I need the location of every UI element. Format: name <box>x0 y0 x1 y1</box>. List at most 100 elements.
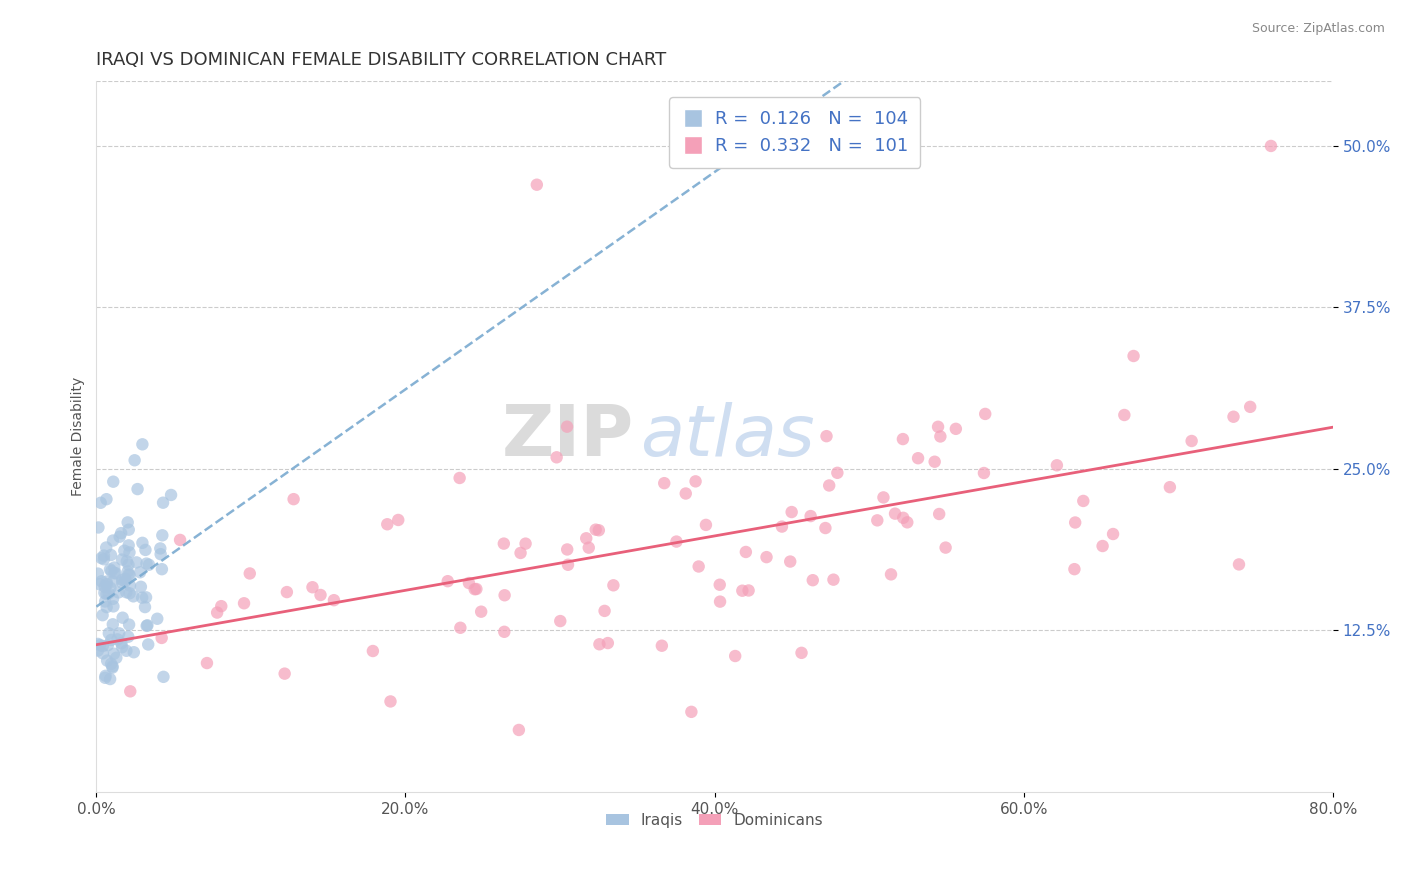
Point <box>111 575 134 590</box>
Point <box>494 588 516 602</box>
Point <box>118 523 141 537</box>
Point <box>90 574 112 589</box>
Point <box>87 520 110 534</box>
Point <box>98 672 121 686</box>
Point <box>110 526 132 541</box>
Point <box>118 617 141 632</box>
Point <box>111 610 134 624</box>
Point <box>131 437 153 451</box>
Point <box>239 566 262 581</box>
Point <box>101 617 124 632</box>
Text: atlas: atlas <box>640 402 815 471</box>
Point <box>103 560 125 574</box>
Point <box>111 552 134 566</box>
Point <box>101 659 124 673</box>
Point <box>458 576 481 591</box>
Text: Source: ZipAtlas.com: Source: ZipAtlas.com <box>1251 22 1385 36</box>
Point <box>731 583 754 598</box>
Point <box>97 626 120 640</box>
Point <box>470 605 492 619</box>
Point <box>436 574 458 589</box>
Point <box>515 536 537 550</box>
Point <box>135 591 157 605</box>
Point <box>129 580 152 594</box>
Point <box>96 541 118 555</box>
Point <box>465 582 488 596</box>
Point <box>602 578 624 592</box>
Text: IRAQI VS DOMINICAN FEMALE DISABILITY CORRELATION CHART: IRAQI VS DOMINICAN FEMALE DISABILITY COR… <box>97 51 666 69</box>
Point <box>555 542 578 557</box>
Point <box>117 630 139 644</box>
Point <box>891 432 914 446</box>
Point <box>1181 434 1204 448</box>
Point <box>120 684 142 698</box>
Point <box>136 638 159 652</box>
Point <box>907 451 929 466</box>
Point <box>103 647 125 661</box>
Point <box>585 523 607 537</box>
Point <box>124 453 146 467</box>
Point <box>169 533 191 547</box>
Point <box>118 545 141 559</box>
Point <box>818 478 841 492</box>
Point <box>160 488 183 502</box>
Point <box>122 645 145 659</box>
Point <box>100 657 122 671</box>
Point <box>492 536 515 550</box>
Point <box>104 566 127 581</box>
Point <box>107 585 129 599</box>
Point <box>94 669 117 683</box>
Point <box>770 519 793 533</box>
Point <box>675 486 697 500</box>
Point <box>150 631 173 645</box>
Point <box>100 548 122 562</box>
Point <box>1260 139 1282 153</box>
Point <box>115 644 138 658</box>
Point <box>96 574 118 589</box>
Point <box>724 648 747 663</box>
Point <box>891 510 914 524</box>
Point <box>152 496 174 510</box>
Point <box>755 550 778 565</box>
Point <box>96 600 118 615</box>
Point <box>652 476 675 491</box>
Point <box>309 588 332 602</box>
Point <box>127 482 149 496</box>
Point <box>152 670 174 684</box>
Point <box>546 450 568 465</box>
Point <box>681 705 703 719</box>
Point <box>578 541 600 555</box>
Point <box>90 496 112 510</box>
Point <box>115 585 138 599</box>
Point <box>105 650 128 665</box>
Point <box>526 178 548 192</box>
Point <box>117 567 139 582</box>
Point <box>89 577 111 591</box>
Point <box>596 636 619 650</box>
Point <box>361 644 384 658</box>
Point <box>945 422 967 436</box>
Point <box>209 599 232 614</box>
Point <box>100 581 122 595</box>
Point <box>91 608 114 623</box>
Point <box>1046 458 1069 473</box>
Point <box>651 639 673 653</box>
Point <box>555 419 578 434</box>
Point <box>508 723 530 737</box>
Point <box>884 507 907 521</box>
Point <box>149 547 172 561</box>
Point <box>928 507 950 521</box>
Point <box>98 562 121 576</box>
Point <box>103 475 125 489</box>
Point <box>135 619 157 633</box>
Point <box>93 586 115 600</box>
Point <box>823 573 845 587</box>
Point <box>557 558 579 572</box>
Point <box>273 666 295 681</box>
Point <box>100 564 122 578</box>
Point <box>464 582 486 597</box>
Point <box>108 626 131 640</box>
Point <box>117 516 139 530</box>
Point <box>111 573 134 587</box>
Point <box>896 516 918 530</box>
